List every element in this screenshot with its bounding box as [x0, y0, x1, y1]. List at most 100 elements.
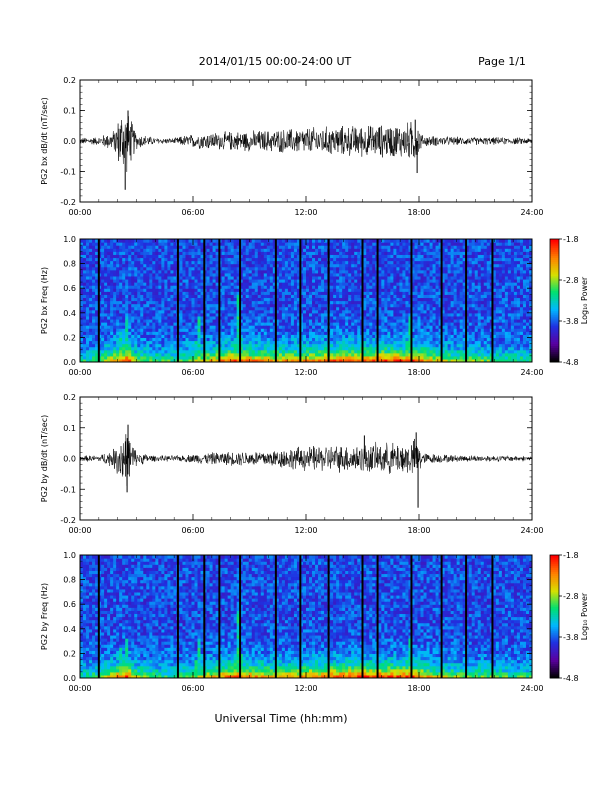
spectrogram-cell: [185, 340, 190, 345]
spectrogram-cell: [384, 254, 388, 259]
spectrogram-cell: [164, 242, 168, 246]
spectrogram-cell: [299, 309, 304, 314]
spectrogram-cell: [423, 343, 428, 348]
spectrogram-cell: [209, 242, 214, 246]
spectrogram-cell: [89, 282, 93, 286]
spectrogram-cell: [315, 328, 319, 332]
spectrogram-cell: [429, 282, 434, 286]
spectrogram-cell: [122, 242, 126, 246]
spectrogram-cell: [221, 260, 226, 265]
spectrogram-cell: [363, 278, 367, 283]
spectrogram-cell: [420, 300, 425, 305]
spectrogram-cell: [203, 275, 208, 280]
spectrogram-cell: [387, 297, 391, 302]
spectrogram-cell: [89, 346, 93, 351]
spectrogram-cell: [86, 300, 90, 305]
spectrogram-cell: [390, 254, 394, 259]
spectrogram-cell: [363, 346, 367, 351]
spectrogram-cell: [122, 346, 126, 351]
spectrogram-cell: [161, 242, 165, 246]
spectrogram-cell: [104, 242, 108, 246]
spectrogram-cell: [179, 346, 184, 351]
spectrogram-cell: [239, 355, 244, 360]
spectrogram-cell: [278, 239, 283, 243]
spectrogram-cell: [315, 334, 319, 338]
spectrogram-cell: [152, 325, 156, 329]
spectrogram-cell: [290, 294, 295, 299]
spectrogram-cell: [170, 242, 175, 246]
spectrogram-cell: [354, 337, 358, 342]
spectrogram-cell: [149, 278, 153, 283]
spectrogram-cell: [266, 242, 271, 246]
spectrogram-cell: [351, 260, 355, 265]
spectrogram-cell: [80, 263, 84, 268]
spectrogram-cell: [173, 312, 178, 317]
spectrogram-cell: [191, 309, 196, 314]
spectrogram-cell: [140, 309, 144, 314]
spectrogram-cell: [306, 325, 310, 329]
spectrogram-cell: [281, 260, 286, 265]
spectrogram-cell: [321, 269, 325, 274]
spectrogram-cell: [438, 294, 443, 299]
spectrogram-cell: [248, 309, 253, 314]
spectrogram-cell: [119, 251, 123, 255]
spectrogram-cell: [236, 340, 241, 345]
spectrogram-cell: [366, 275, 370, 280]
spectrogram-cell: [423, 242, 428, 246]
spectrogram-cell: [248, 318, 253, 323]
spectrogram-cell: [116, 334, 120, 338]
spectrogram-cell: [306, 266, 310, 271]
spectrogram-cell: [393, 303, 397, 308]
spectrogram-cell: [387, 352, 391, 357]
spectrogram-cell: [236, 285, 241, 289]
spectrogram-cell: [299, 251, 304, 255]
spectrogram-cell: [284, 352, 289, 357]
spectrogram-cell: [134, 355, 138, 360]
spectrogram-cell: [399, 331, 404, 335]
spectrogram-cell: [432, 282, 437, 286]
spectrogram-cell: [333, 278, 337, 283]
spectrogram-cell: [306, 355, 310, 360]
spectrogram-cell: [339, 306, 343, 311]
spectrogram-cell: [86, 337, 90, 342]
spectrogram-cell: [260, 306, 265, 311]
spectrogram-cell: [86, 358, 90, 362]
spectrogram-cell: [161, 337, 165, 342]
spectrogram-cell: [236, 251, 241, 255]
spectrogram-cell: [215, 278, 220, 283]
spectrogram-cell: [293, 266, 298, 271]
spectrogram-cell: [188, 300, 193, 305]
spectrogram-cell: [372, 352, 376, 357]
spectrogram-cell: [206, 325, 211, 329]
spectrogram-cell: [245, 245, 250, 249]
spectrogram-cell: [381, 260, 385, 265]
spectrogram-cell: [444, 312, 449, 317]
spectrogram-cell: [89, 239, 93, 243]
spectrogram-cell: [363, 349, 367, 354]
spectrogram-cell: [80, 322, 84, 326]
spectrogram-cell: [263, 257, 268, 262]
spectrogram-cell: [269, 266, 274, 271]
spectrogram-cell: [266, 272, 271, 277]
spectrogram-cell: [272, 282, 277, 286]
spectrogram-cell: [432, 303, 437, 308]
spectrogram-cell: [122, 272, 126, 277]
spectrogram-cell: [227, 334, 232, 338]
spectrogram-cell: [185, 272, 190, 277]
spectrogram-cell: [233, 285, 238, 289]
spectrogram-cell: [203, 355, 208, 360]
spectrogram-cell: [330, 306, 334, 311]
spectrogram-cell: [128, 352, 132, 357]
spectrogram-cell: [269, 303, 274, 308]
spectrogram-cell: [302, 297, 307, 302]
spectrogram-cell: [233, 337, 238, 342]
spectrogram-cell: [230, 248, 235, 252]
spectrogram-cell: [212, 285, 217, 289]
spectrogram-cell: [342, 334, 346, 338]
spectrogram-cell: [260, 340, 265, 345]
spectrogram-cell: [239, 269, 244, 274]
spectrogram-cell: [435, 322, 440, 326]
spectrogram-cell: [296, 340, 301, 345]
spectrogram-cell: [372, 334, 376, 338]
spectrogram-cell: [417, 343, 422, 348]
